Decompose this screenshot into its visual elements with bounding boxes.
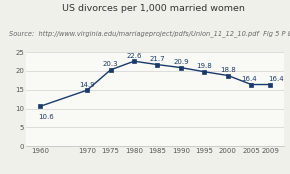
Text: 16.4: 16.4 (268, 76, 284, 82)
Text: 22.6: 22.6 (126, 53, 142, 59)
Text: US divorces per 1,000 married women: US divorces per 1,000 married women (62, 4, 245, 13)
Text: 10.6: 10.6 (38, 114, 54, 120)
Text: 19.8: 19.8 (197, 63, 212, 69)
Text: 14.9: 14.9 (79, 82, 95, 88)
Text: 18.8: 18.8 (220, 67, 236, 73)
Text: 20.3: 20.3 (103, 61, 118, 67)
Text: 20.9: 20.9 (173, 59, 189, 65)
Text: 21.7: 21.7 (150, 56, 165, 62)
Text: Source:  http://www.virginia.edu/marriageproject/pdfs/Union_11_12_10.pdf  Fig 5 : Source: http://www.virginia.edu/marriage… (9, 30, 290, 37)
Text: 16.4: 16.4 (241, 76, 256, 82)
